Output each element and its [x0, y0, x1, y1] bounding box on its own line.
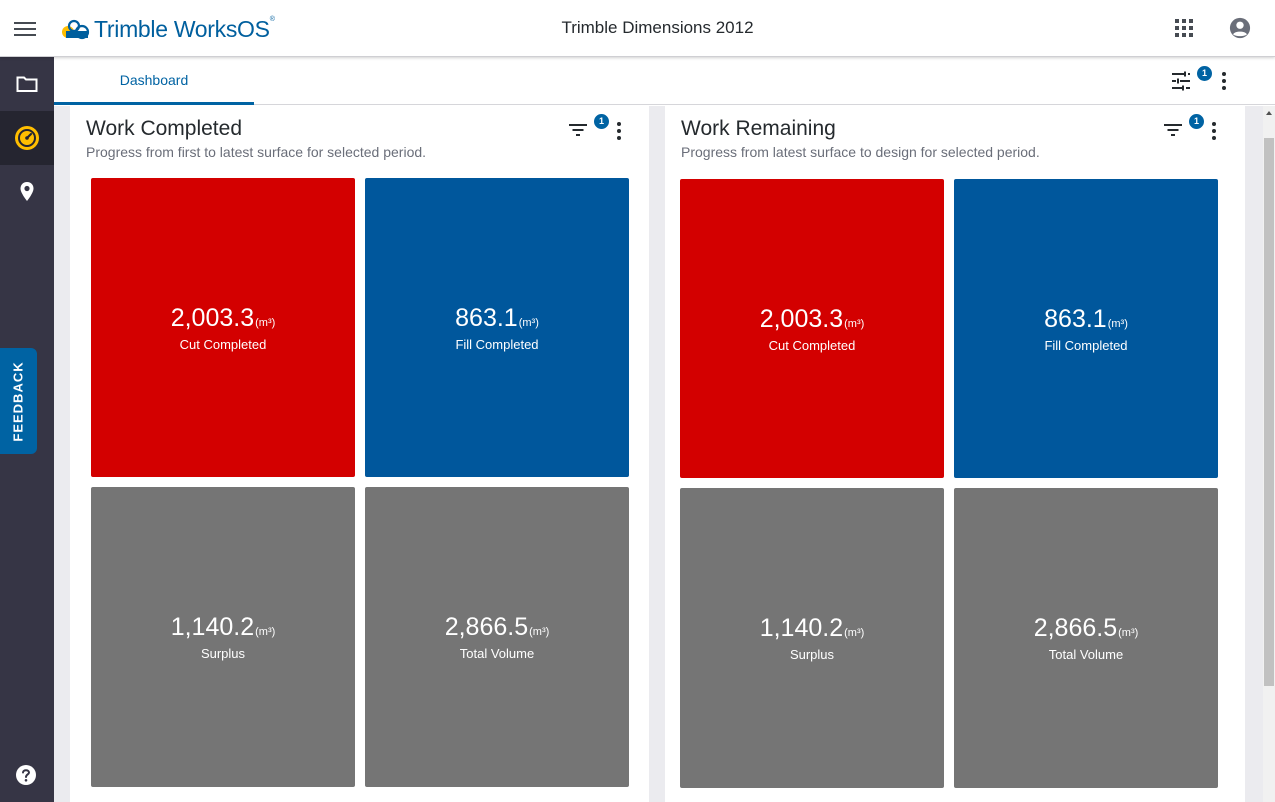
dashboard-tab-bar: Dashboard 1	[54, 57, 1275, 105]
work-remaining-widget: Work Remaining Progress from latest surf…	[665, 106, 1245, 802]
tile-label: Fill Completed	[455, 336, 539, 352]
tile-value: 863.1	[455, 303, 518, 332]
total-volume-tile[interactable]: 2,866.5(m³) Total Volume	[954, 488, 1218, 788]
tile-value: 863.1	[1044, 304, 1107, 333]
dashboard-content: Work Completed Progress from first to la…	[54, 106, 1263, 802]
filter-count-badge: 1	[594, 114, 609, 129]
tile-unit: (m³)	[1118, 627, 1139, 639]
tile-value-row: 863.1(m³)	[455, 304, 539, 332]
cut-completed-tile[interactable]: 2,003.3(m³) Cut Completed	[91, 178, 355, 477]
tile-label: Cut Completed	[179, 336, 267, 352]
brand-product: WorksOS	[173, 15, 270, 42]
widget-subtitle: Progress from first to latest surface fo…	[86, 144, 427, 160]
tile-unit: (m³)	[255, 626, 276, 638]
tile-unit: (m³)	[518, 316, 539, 329]
tile-label: Total Volume	[459, 646, 535, 661]
tile-value-row: 1,140.2(m³)	[171, 613, 276, 641]
widget-subtitle: Progress from latest surface to design f…	[681, 144, 1040, 160]
widget-title: Work Remaining	[681, 117, 836, 140]
tile-value: 2,003.3	[170, 303, 255, 332]
tile-unit: (m³)	[844, 317, 865, 330]
brand-name: Trimble	[94, 15, 168, 42]
tile-value: 1,140.2	[170, 613, 255, 641]
tile-label: Surplus	[200, 646, 246, 661]
work-completed-widget: Work Completed Progress from first to la…	[70, 106, 649, 802]
tile-value: 1,140.2	[759, 614, 844, 642]
tile-label: Fill Completed	[1044, 337, 1128, 353]
surplus-tile[interactable]: 1,140.2(m³) Surplus	[91, 487, 355, 787]
tile-value: 2,003.3	[759, 304, 844, 333]
tab-more-options-icon[interactable]	[1221, 72, 1227, 90]
tile-unit: (m³)	[529, 626, 550, 638]
account-circle-icon[interactable]	[1229, 17, 1251, 39]
feedback-label: FEEDBACK	[11, 360, 27, 442]
tile-label: Surplus	[789, 647, 835, 662]
surplus-tile[interactable]: 1,140.2(m³) Surplus	[680, 488, 944, 788]
tile-value-row: 2,003.3(m³)	[171, 304, 276, 332]
trimble-globe-icon	[62, 19, 90, 40]
tile-unit: (m³)	[255, 316, 276, 329]
brand-wordmark: Trimble WorksOS®	[94, 16, 275, 43]
tab-filter-count-badge: 1	[1197, 66, 1212, 81]
filter-count-badge: 1	[1189, 114, 1204, 129]
apps-grid-icon[interactable]	[1175, 19, 1193, 37]
tab-dashboard[interactable]: Dashboard	[54, 57, 254, 105]
speedometer-icon	[15, 126, 39, 150]
tile-value-row: 2,003.3(m³)	[760, 305, 865, 333]
fill-completed-tile[interactable]: 863.1(m³) Fill Completed	[954, 179, 1218, 478]
brand-registered-mark: ®	[269, 15, 275, 23]
tile-value-row: 863.1(m³)	[1044, 305, 1128, 333]
top-app-bar: Trimble WorksOS® Trimble Dimensions 2012	[0, 0, 1275, 57]
sidebar-item-map[interactable]	[0, 165, 54, 219]
total-volume-tile[interactable]: 2,866.5(m³) Total Volume	[365, 487, 629, 787]
tile-value-row: 1,140.2(m³)	[760, 614, 865, 642]
feedback-tab[interactable]: FEEDBACK	[0, 348, 37, 454]
tile-value-row: 2,866.5(m³)	[445, 613, 550, 641]
tile-unit: (m³)	[1107, 317, 1128, 330]
cut-completed-tile[interactable]: 2,003.3(m³) Cut Completed	[680, 179, 944, 478]
trimble-worksos-logo[interactable]: Trimble WorksOS®	[60, 14, 275, 44]
tune-settings-icon[interactable]	[1170, 70, 1192, 92]
tile-value: 2,866.5	[444, 613, 529, 641]
scroll-up-arrow-icon[interactable]	[1263, 106, 1275, 120]
tile-label: Total Volume	[1048, 647, 1124, 662]
fill-completed-tile[interactable]: 863.1(m³) Fill Completed	[365, 178, 629, 477]
tile-label: Cut Completed	[768, 337, 856, 353]
left-nav-rail: FEEDBACK	[0, 57, 54, 802]
help-icon[interactable]	[15, 764, 37, 786]
sidebar-item-dashboard[interactable]	[0, 111, 54, 165]
tile-value: 2,866.5	[1033, 614, 1118, 642]
map-pin-icon	[20, 182, 34, 201]
widget-more-options-icon[interactable]	[1211, 122, 1217, 140]
filter-icon[interactable]	[1163, 122, 1183, 138]
widget-more-options-icon[interactable]	[616, 122, 622, 140]
tile-value-row: 2,866.5(m³)	[1034, 614, 1139, 642]
tile-unit: (m³)	[844, 627, 865, 639]
filter-icon[interactable]	[568, 122, 588, 138]
sidebar-item-projects[interactable]	[0, 57, 54, 111]
scrollbar-thumb[interactable]	[1264, 138, 1274, 686]
hamburger-menu-icon[interactable]	[14, 18, 36, 38]
folder-icon	[16, 76, 38, 92]
widget-title: Work Completed	[86, 117, 243, 140]
